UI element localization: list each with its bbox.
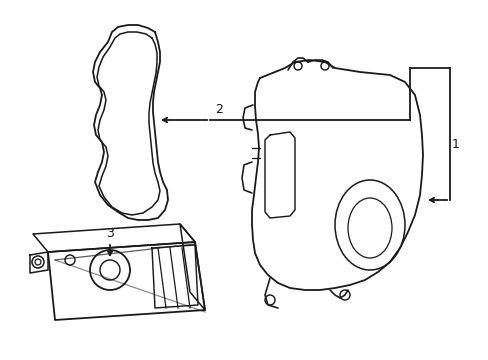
Text: 3: 3 (106, 227, 114, 240)
Text: 2: 2 (215, 103, 223, 116)
Text: 1: 1 (451, 139, 459, 152)
